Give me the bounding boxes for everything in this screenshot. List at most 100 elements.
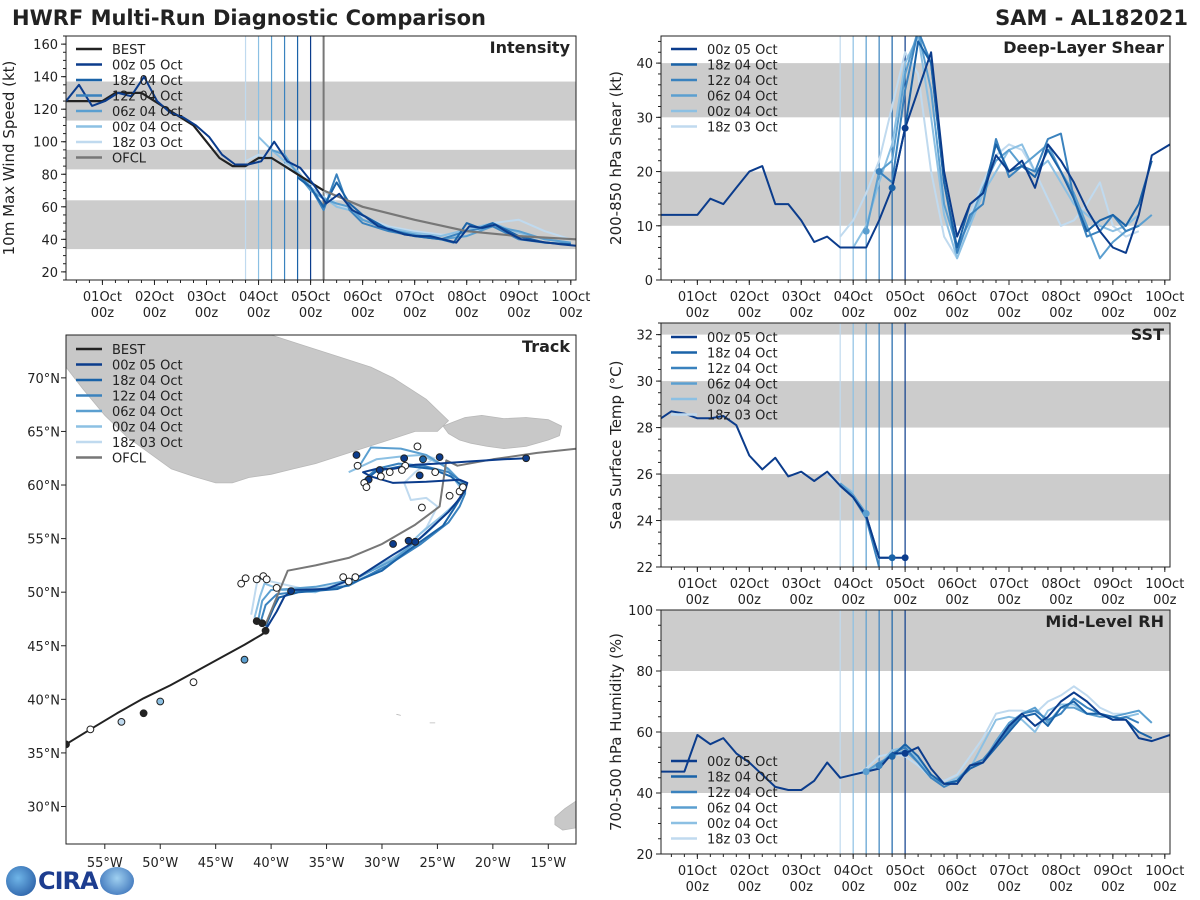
x-tick-label-hour: 00z [997, 593, 1021, 608]
legend-label: 00z 05 Oct [112, 359, 183, 374]
legend-label: 12z 04 Oct [112, 390, 183, 405]
y-tick-label: 60 [41, 201, 58, 216]
x-tick-label-day: 10Oct [1145, 290, 1184, 305]
track-marker [411, 537, 420, 546]
track-marker [189, 678, 198, 687]
x-tick-label-day: 09Oct [1093, 290, 1132, 305]
gray-band [661, 474, 1170, 521]
x-tick-label-hour: 00z [841, 306, 865, 321]
gray-band [661, 63, 1170, 118]
storm-id-title: SAM - AL182021 [995, 6, 1188, 30]
x-tick-label-hour: 00z [1101, 306, 1125, 321]
plot-area [661, 323, 1170, 567]
track-marker [419, 455, 427, 464]
legend-label: 18z 03 Oct [112, 136, 183, 151]
x-tick-label-day: 02Oct [730, 577, 769, 592]
y-tick-label: 140 [33, 71, 58, 86]
y-tick-label: 100 [628, 604, 653, 619]
y-tick-label: 0 [645, 274, 653, 289]
x-tick-label-day: 03Oct [187, 290, 226, 305]
track-marker [459, 483, 467, 492]
legend-label: 00z 04 Oct [707, 393, 778, 408]
x-tick-label-day: 08Oct [1041, 577, 1080, 592]
legend-label: 18z 04 Oct [112, 74, 183, 89]
track-marker [389, 540, 397, 548]
track-marker [376, 472, 385, 481]
track-marker [139, 709, 148, 718]
x-tick-label-hour: 00z [997, 880, 1021, 895]
y-tick-label: 22 [636, 561, 653, 576]
panel-title: Deep-Layer Shear [1003, 38, 1164, 57]
series-line-18z-04-oct [296, 176, 571, 246]
panel-title: Mid-Level RH [1045, 612, 1164, 631]
logo-text: CIRA [38, 867, 99, 895]
x-tick-label: 20°W [475, 856, 511, 871]
x-tick-label-day: 09Oct [499, 290, 538, 305]
x-tick-label: 50°W [142, 856, 178, 871]
land-iceland [442, 414, 563, 450]
x-tick-label-hour: 00z [945, 880, 969, 895]
track-marker [272, 583, 281, 592]
rh-panel: 2040608010001Oct00z02Oct00z03Oct00z04Oct… [607, 604, 1184, 895]
gray-band [66, 149, 576, 170]
y-tick-label: 80 [41, 168, 58, 183]
track-marker [415, 471, 424, 480]
track-marker [352, 451, 361, 459]
y-tick-label: 30 [636, 375, 653, 390]
y-axis-label: 200-850 hPa Shear (kt) [607, 71, 625, 245]
x-tick-label-day: 04Oct [834, 864, 873, 879]
x-tick-label-day: 02Oct [135, 290, 174, 305]
y-tick-label: 45°N [27, 640, 60, 655]
track-marker [522, 454, 531, 463]
x-tick-label-hour: 00z [945, 593, 969, 608]
init-marker [862, 510, 870, 518]
track-line-best [66, 630, 267, 746]
x-tick-label-day: 07Oct [395, 290, 434, 305]
y-tick-label: 40°N [27, 693, 60, 708]
x-tick-label-day: 06Oct [938, 864, 977, 879]
x-tick-label: 35°W [309, 856, 345, 871]
y-axis-label: Sea Surface Temp (°C) [607, 360, 625, 529]
legend-label: 12z 04 Oct [707, 74, 778, 89]
x-tick-label-hour: 00z [686, 306, 710, 321]
y-axis-label: 10m Max Wind Speed (kt) [0, 61, 18, 256]
x-tick-label-hour: 00z [790, 306, 814, 321]
x-tick-label-day: 06Oct [343, 290, 382, 305]
y-tick-label: 35°N [27, 747, 60, 762]
x-tick-label-day: 01Oct [678, 577, 717, 592]
y-tick-label: 20 [636, 848, 653, 863]
x-tick-label-hour: 00z [247, 306, 271, 321]
y-tick-label: 30°N [27, 800, 60, 815]
x-tick-label-day: 03Oct [782, 864, 821, 879]
legend-label: 12z 04 Oct [112, 90, 183, 105]
track-marker [398, 466, 406, 474]
legend-label: 18z 04 Oct [112, 374, 183, 389]
x-tick-label-hour: 00z [195, 306, 219, 321]
y-tick-label: 30 [636, 111, 653, 126]
y-axis-label: 700-500 hPa Humidity (%) [607, 633, 625, 831]
x-tick-label-hour: 00z [997, 306, 1021, 321]
gray-band [661, 381, 1170, 428]
legend-label: 00z 05 Oct [112, 59, 183, 74]
x-tick-label-hour: 00z [91, 306, 115, 321]
legend-label: 00z 04 Oct [112, 121, 183, 136]
x-tick-label-hour: 00z [507, 306, 531, 321]
track-marker [240, 655, 249, 664]
track-marker [241, 574, 250, 583]
series-line-12z-04-oct [878, 36, 1140, 254]
y-tick-label: 10 [636, 220, 653, 235]
x-tick-label-day: 06Oct [938, 290, 977, 305]
series-line-06z-04-oct [839, 482, 868, 515]
x-tick-label-hour: 00z [299, 306, 323, 321]
track-marker [252, 575, 261, 584]
legend-label: 18z 03 Oct [112, 436, 183, 451]
x-tick-label-day: 05Oct [291, 290, 330, 305]
x-tick-label-hour: 00z [143, 306, 167, 321]
x-tick-label-hour: 00z [1049, 880, 1073, 895]
x-tick-label-hour: 00z [559, 306, 583, 321]
track-marker [262, 575, 271, 584]
x-tick-label-day: 06Oct [938, 577, 977, 592]
panel-title: SST [1131, 325, 1164, 344]
y-tick-label: 40 [41, 233, 58, 248]
